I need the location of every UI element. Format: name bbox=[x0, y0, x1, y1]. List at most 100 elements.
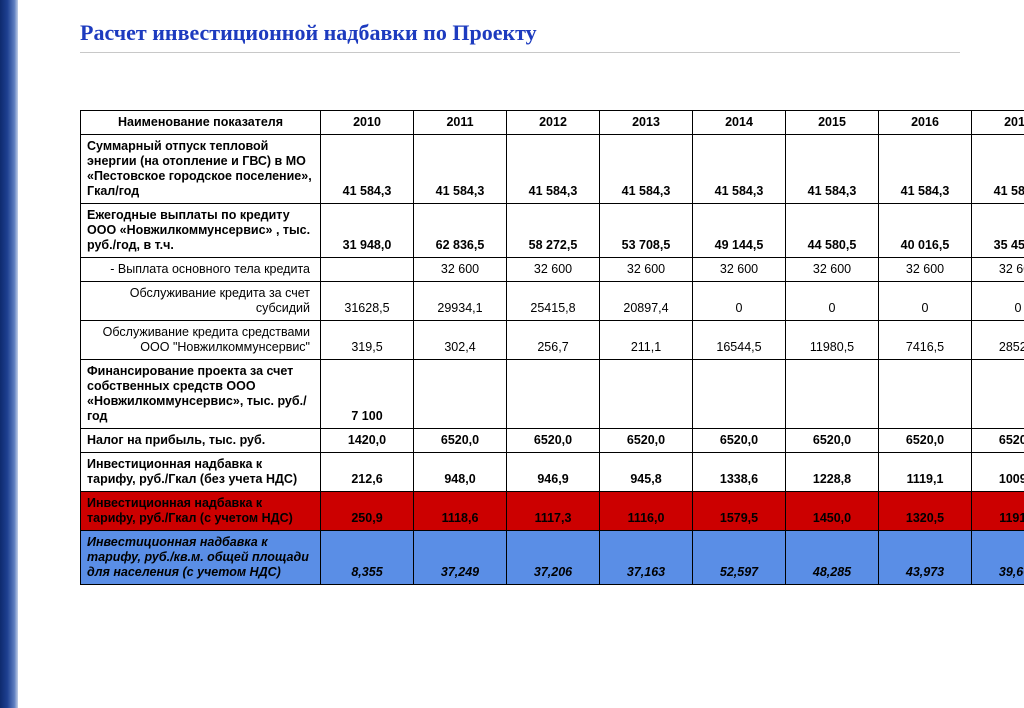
cell-value: 0 bbox=[879, 282, 972, 321]
cell-value: 41 584,3 bbox=[321, 135, 414, 204]
cell-value: 212,6 bbox=[321, 453, 414, 492]
cell-value: 1320,5 bbox=[879, 492, 972, 531]
row-label: Инвестиционная надбавка к тарифу, руб./к… bbox=[81, 531, 321, 585]
header-year: 2017 bbox=[972, 111, 1024, 135]
cell-value: 32 600 bbox=[414, 258, 507, 282]
cell-value: 39,660 bbox=[972, 531, 1024, 585]
cell-value: 0 bbox=[693, 282, 786, 321]
cell-value bbox=[693, 360, 786, 429]
cell-value: 32 600 bbox=[786, 258, 879, 282]
row-label: Обслуживание кредита за счет субсидий bbox=[81, 282, 321, 321]
cell-value: 6520,0 bbox=[972, 429, 1024, 453]
cell-value: 1191,0 bbox=[972, 492, 1024, 531]
cell-value: 32 600 bbox=[693, 258, 786, 282]
cell-value: 41 584,3 bbox=[693, 135, 786, 204]
cell-value: 43,973 bbox=[879, 531, 972, 585]
row-label: Суммарный отпуск тепловой энергии (на от… bbox=[81, 135, 321, 204]
cell-value: 6520,0 bbox=[507, 429, 600, 453]
cell-value: 32 600 bbox=[972, 258, 1024, 282]
cell-value: 40 016,5 bbox=[879, 204, 972, 258]
cell-value bbox=[786, 360, 879, 429]
cell-value: 256,7 bbox=[507, 321, 600, 360]
cell-value: 6520,0 bbox=[786, 429, 879, 453]
cell-value bbox=[507, 360, 600, 429]
cell-value: 25415,8 bbox=[507, 282, 600, 321]
cell-value: 49 144,5 bbox=[693, 204, 786, 258]
table-row: Налог на прибыль, тыс. руб.1420,06520,06… bbox=[81, 429, 1024, 453]
header-year: 2013 bbox=[600, 111, 693, 135]
cell-value: 37,206 bbox=[507, 531, 600, 585]
cell-value: 11980,5 bbox=[786, 321, 879, 360]
row-label: Обслуживание кредита средствами ООО "Нов… bbox=[81, 321, 321, 360]
cell-value: 1119,1 bbox=[879, 453, 972, 492]
cell-value: 32 600 bbox=[507, 258, 600, 282]
cell-value: 6520,0 bbox=[693, 429, 786, 453]
cell-value bbox=[879, 360, 972, 429]
table-row: Инвестиционная надбавка к тарифу, руб./к… bbox=[81, 531, 1024, 585]
cell-value bbox=[600, 360, 693, 429]
cell-value: 31628,5 bbox=[321, 282, 414, 321]
table-row: Финансирование проекта за счет собственн… bbox=[81, 360, 1024, 429]
table-row: Обслуживание кредита средствами ООО "Нов… bbox=[81, 321, 1024, 360]
cell-value: 7416,5 bbox=[879, 321, 972, 360]
cell-value: 41 584,3 bbox=[972, 135, 1024, 204]
cell-value: 1420,0 bbox=[321, 429, 414, 453]
cell-value: 211,1 bbox=[600, 321, 693, 360]
cell-value: 1228,8 bbox=[786, 453, 879, 492]
slide-page: Расчет инвестиционной надбавки по Проект… bbox=[0, 0, 1024, 708]
cell-value: 948,0 bbox=[414, 453, 507, 492]
header-year: 2011 bbox=[414, 111, 507, 135]
page-title: Расчет инвестиционной надбавки по Проект… bbox=[80, 20, 537, 46]
table-row: Суммарный отпуск тепловой энергии (на от… bbox=[81, 135, 1024, 204]
cell-value: 29934,1 bbox=[414, 282, 507, 321]
cell-value: 7 100 bbox=[321, 360, 414, 429]
cell-value: 1338,6 bbox=[693, 453, 786, 492]
row-label: Инвестиционная надбавка к тарифу, руб./Г… bbox=[81, 492, 321, 531]
cell-value: 16544,5 bbox=[693, 321, 786, 360]
cell-value: 35 452,5 bbox=[972, 204, 1024, 258]
table-row: Ежегодные выплаты по кредиту ООО «Новжил… bbox=[81, 204, 1024, 258]
cell-value: 6520,0 bbox=[879, 429, 972, 453]
cell-value bbox=[321, 258, 414, 282]
header-year: 2014 bbox=[693, 111, 786, 135]
left-accent-bar bbox=[0, 0, 18, 708]
cell-value: 1009,3 bbox=[972, 453, 1024, 492]
cell-value: 44 580,5 bbox=[786, 204, 879, 258]
row-label: Инвестиционная надбавка к тарифу, руб./Г… bbox=[81, 453, 321, 492]
cell-value: 1118,6 bbox=[414, 492, 507, 531]
table-row: - Выплата основного тела кредита32 60032… bbox=[81, 258, 1024, 282]
cell-value: 41 584,3 bbox=[507, 135, 600, 204]
table-container: Наименование показателя 2010 2011 2012 2… bbox=[80, 110, 960, 585]
cell-value: 0 bbox=[786, 282, 879, 321]
cell-value bbox=[972, 360, 1024, 429]
cell-value: 41 584,3 bbox=[414, 135, 507, 204]
cell-value: 1116,0 bbox=[600, 492, 693, 531]
table-row: Инвестиционная надбавка к тарифу, руб./Г… bbox=[81, 453, 1024, 492]
cell-value: 1117,3 bbox=[507, 492, 600, 531]
cell-value: 48,285 bbox=[786, 531, 879, 585]
cell-value bbox=[414, 360, 507, 429]
header-year: 2015 bbox=[786, 111, 879, 135]
cell-value: 6520,0 bbox=[414, 429, 507, 453]
investment-table: Наименование показателя 2010 2011 2012 2… bbox=[80, 110, 1024, 585]
cell-value: 62 836,5 bbox=[414, 204, 507, 258]
cell-value: 53 708,5 bbox=[600, 204, 693, 258]
cell-value: 58 272,5 bbox=[507, 204, 600, 258]
table-header-row: Наименование показателя 2010 2011 2012 2… bbox=[81, 111, 1024, 135]
cell-value: 1579,5 bbox=[693, 492, 786, 531]
header-year: 2010 bbox=[321, 111, 414, 135]
cell-value: 8,355 bbox=[321, 531, 414, 585]
row-label: Налог на прибыль, тыс. руб. bbox=[81, 429, 321, 453]
header-indicator: Наименование показателя bbox=[81, 111, 321, 135]
header-year: 2012 bbox=[507, 111, 600, 135]
cell-value: 1450,0 bbox=[786, 492, 879, 531]
cell-value: 0 bbox=[972, 282, 1024, 321]
cell-value: 20897,4 bbox=[600, 282, 693, 321]
cell-value: 32 600 bbox=[600, 258, 693, 282]
title-underline bbox=[80, 52, 960, 53]
header-year: 2016 bbox=[879, 111, 972, 135]
cell-value: 302,4 bbox=[414, 321, 507, 360]
table-row: Инвестиционная надбавка к тарифу, руб./Г… bbox=[81, 492, 1024, 531]
cell-value: 31 948,0 bbox=[321, 204, 414, 258]
table-body: Суммарный отпуск тепловой энергии (на от… bbox=[81, 135, 1024, 585]
